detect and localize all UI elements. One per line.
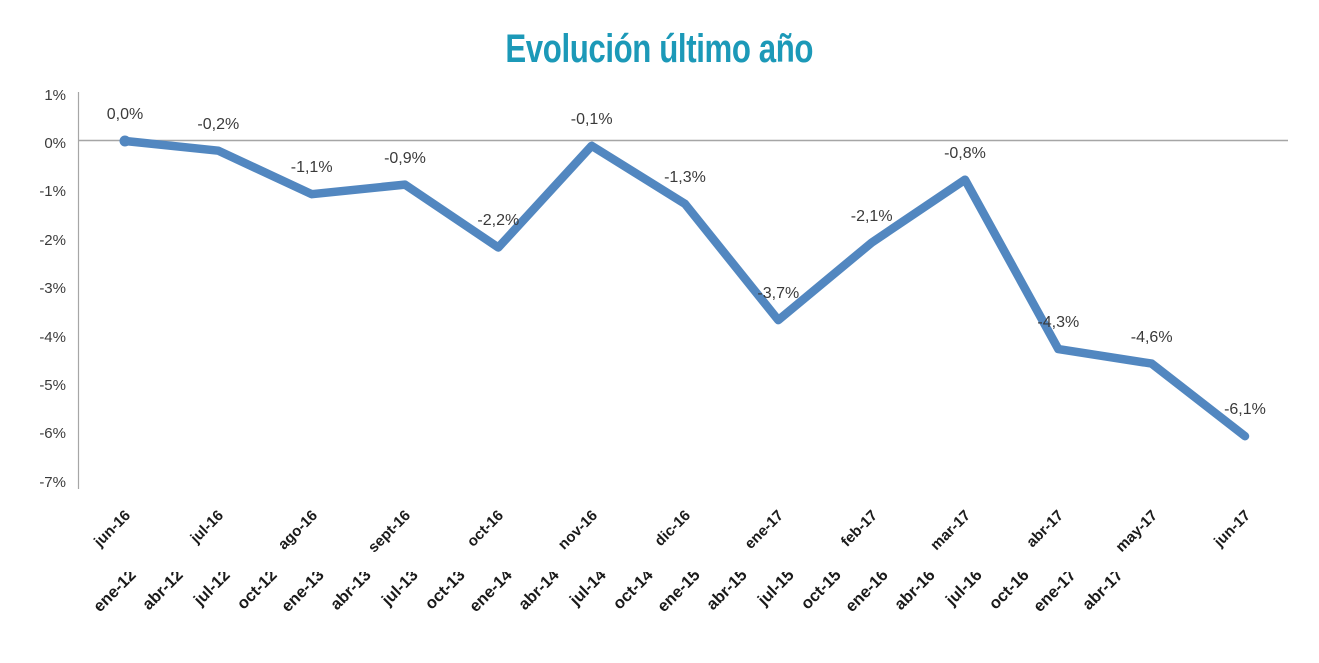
y-tick-label: -5%: [39, 377, 66, 394]
series-line: [120, 136, 1250, 441]
data-label: -1,3%: [664, 168, 706, 186]
data-label: -0,8%: [944, 144, 986, 162]
data-label: -1,1%: [290, 159, 333, 177]
x-axis-quarter-labels-clipped: ene-12 abr-12 jul-12 oct-12 ene-13 abr-13 jul-…: [0, 572, 1319, 663]
y-tick-label: -3%: [39, 280, 66, 298]
y-tick-label: -7%: [39, 473, 66, 491]
data-label: -0,9%: [384, 149, 426, 167]
y-tick-label: -6%: [39, 425, 66, 443]
data-label: -2,2%: [477, 212, 520, 230]
y-tick-label: 0%: [44, 135, 66, 152]
y-tick-label: 1%: [44, 86, 66, 104]
data-label: -2,1%: [850, 207, 893, 225]
data-label: -0,2%: [197, 115, 240, 133]
series-start-marker: [119, 135, 131, 147]
data-label: -6,1%: [1224, 401, 1266, 419]
y-tick-label: -4%: [39, 328, 66, 346]
y-tick-label: -2%: [39, 231, 66, 249]
y-tick-label: -1%: [39, 183, 66, 201]
data-label: 0,0%: [106, 106, 144, 123]
data-label: -4,6%: [1130, 328, 1173, 346]
chart-title-row: Evolución último año: [0, 26, 1319, 72]
data-label: -0,1%: [570, 110, 613, 128]
data-label: -4,3%: [1037, 314, 1080, 332]
data-label: -3,7%: [757, 285, 800, 303]
chart-title: Evolución último año: [505, 27, 814, 71]
